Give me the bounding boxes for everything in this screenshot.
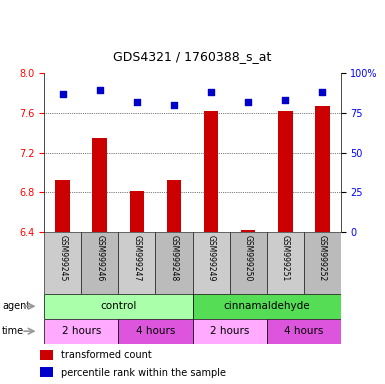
- Point: [134, 99, 140, 105]
- Point: [97, 88, 103, 94]
- Bar: [44, 319, 119, 344]
- Text: GSM999246: GSM999246: [95, 235, 104, 282]
- Point: [245, 99, 251, 105]
- Bar: [119, 319, 192, 344]
- Text: percentile rank within the sample: percentile rank within the sample: [61, 367, 226, 377]
- Text: 2 hours: 2 hours: [62, 326, 101, 336]
- Point: [60, 91, 66, 97]
- Point: [171, 102, 177, 108]
- Bar: [55, 180, 70, 232]
- Point: [208, 89, 214, 95]
- Bar: [278, 111, 293, 232]
- Text: time: time: [2, 326, 24, 336]
- Text: control: control: [100, 301, 137, 311]
- Bar: [229, 232, 266, 294]
- Bar: [40, 350, 53, 360]
- Bar: [129, 192, 144, 232]
- Bar: [192, 232, 229, 294]
- Bar: [44, 232, 81, 294]
- Bar: [304, 232, 341, 294]
- Bar: [241, 230, 256, 232]
- Text: agent: agent: [2, 301, 30, 311]
- Text: cinnamaldehyde: cinnamaldehyde: [223, 301, 310, 311]
- Text: GSM999247: GSM999247: [132, 235, 141, 282]
- Bar: [192, 319, 267, 344]
- Bar: [44, 294, 192, 319]
- Bar: [266, 319, 341, 344]
- Point: [319, 89, 325, 95]
- Text: GDS4321 / 1760388_s_at: GDS4321 / 1760388_s_at: [113, 50, 272, 63]
- Bar: [156, 232, 192, 294]
- Text: GSM999252: GSM999252: [318, 235, 327, 281]
- Bar: [267, 232, 304, 294]
- Text: GSM999249: GSM999249: [206, 235, 216, 282]
- Text: GSM999248: GSM999248: [169, 235, 179, 281]
- Bar: [40, 367, 53, 377]
- Text: 2 hours: 2 hours: [210, 326, 249, 336]
- Text: GSM999251: GSM999251: [281, 235, 290, 281]
- Bar: [81, 232, 119, 294]
- Text: GSM999250: GSM999250: [244, 235, 253, 282]
- Bar: [204, 111, 218, 232]
- Bar: [192, 294, 341, 319]
- Bar: [119, 232, 156, 294]
- Text: 4 hours: 4 hours: [284, 326, 323, 336]
- Text: transformed count: transformed count: [61, 350, 152, 360]
- Text: 4 hours: 4 hours: [136, 326, 175, 336]
- Bar: [167, 180, 181, 232]
- Text: GSM999245: GSM999245: [58, 235, 67, 282]
- Bar: [92, 138, 107, 232]
- Bar: [315, 106, 330, 232]
- Point: [282, 97, 288, 103]
